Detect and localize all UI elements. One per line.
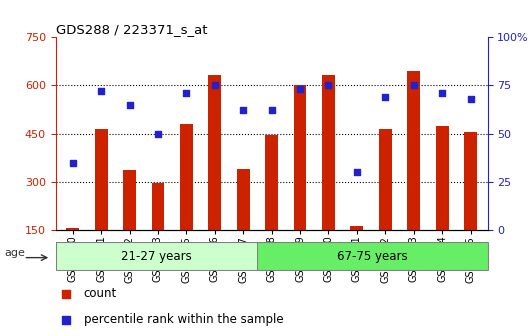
Point [352, 169, 361, 175]
Bar [95, 129, 108, 230]
Point [125, 102, 134, 107]
Point [324, 83, 333, 88]
Point [410, 83, 418, 88]
Point [210, 83, 219, 88]
Text: 67-75 years: 67-75 years [337, 250, 408, 263]
Bar [265, 134, 278, 230]
Text: percentile rank within the sample: percentile rank within the sample [84, 313, 284, 326]
Bar [464, 132, 477, 230]
Bar [180, 124, 193, 230]
Point [62, 291, 70, 296]
Bar [436, 126, 448, 230]
Bar [208, 75, 221, 230]
Bar [408, 71, 420, 230]
Point [239, 108, 248, 113]
Text: 21-27 years: 21-27 years [121, 250, 192, 263]
Bar [294, 85, 306, 230]
Bar [237, 169, 250, 230]
Bar [350, 226, 363, 230]
Point [62, 317, 70, 322]
Bar [322, 75, 335, 230]
Bar [152, 183, 164, 230]
Point [154, 131, 162, 136]
Point [182, 90, 191, 96]
Point [97, 88, 105, 94]
Point [68, 160, 77, 165]
Point [381, 94, 390, 99]
Text: count: count [84, 287, 117, 300]
Text: GDS288 / 223371_s_at: GDS288 / 223371_s_at [56, 23, 207, 36]
Bar [257, 242, 488, 270]
Bar [123, 170, 136, 230]
Bar [66, 227, 79, 230]
Bar [379, 129, 392, 230]
Point [438, 90, 446, 96]
Point [267, 108, 276, 113]
Bar [56, 242, 257, 270]
Text: age: age [4, 248, 25, 258]
Point [466, 96, 475, 101]
Point [296, 86, 304, 92]
